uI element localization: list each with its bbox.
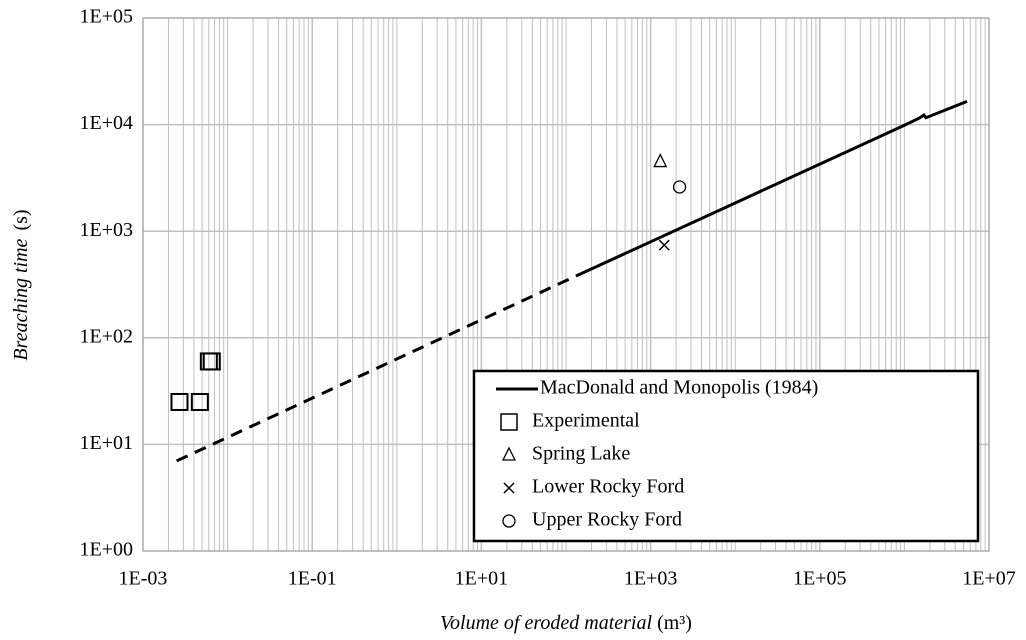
legend-label: Experimental <box>532 410 640 432</box>
plot-border <box>142 17 990 552</box>
marker <box>190 392 209 411</box>
series-line <box>176 272 582 463</box>
legend-label: Spring Lake <box>532 443 630 465</box>
marker <box>503 482 515 494</box>
marker <box>653 153 668 168</box>
x-tick-label: 1E-01 <box>288 568 337 590</box>
marker <box>170 392 189 411</box>
marker <box>502 514 516 528</box>
marker <box>202 352 221 371</box>
x-tick-label: 1E+01 <box>455 568 509 590</box>
y-tick-label: 1E+01 <box>80 432 134 454</box>
x-axis-label: Volume of eroded material (m³) <box>440 612 692 634</box>
series-line <box>580 100 968 276</box>
y-tick-label: 1E+02 <box>80 325 134 347</box>
y-tick-label: 1E+04 <box>80 112 134 134</box>
y-tick-label: 1E+00 <box>80 539 134 561</box>
y-tick-label: 1E+05 <box>80 6 134 28</box>
legend-label: Upper Rocky Ford <box>532 509 682 531</box>
x-tick-label: 1E+05 <box>793 568 847 590</box>
marker <box>500 413 518 431</box>
x-tick-label: 1E+03 <box>624 568 678 590</box>
marker <box>672 180 687 194</box>
y-axis-label: Breaching time(s) <box>10 209 32 360</box>
marker <box>658 239 670 251</box>
legend-box <box>472 369 980 543</box>
marker <box>501 446 517 461</box>
legend-label: Lower Rocky Ford <box>532 476 684 498</box>
y-tick-label: 1E+03 <box>80 219 134 241</box>
x-tick-label: 1E+07 <box>962 568 1016 590</box>
legend: MacDonald and Monopolis (1984) Experiment… <box>472 369 980 543</box>
x-tick-label: 1E-03 <box>119 568 168 590</box>
legend-label: MacDonald and Monopolis (1984) <box>540 377 818 399</box>
